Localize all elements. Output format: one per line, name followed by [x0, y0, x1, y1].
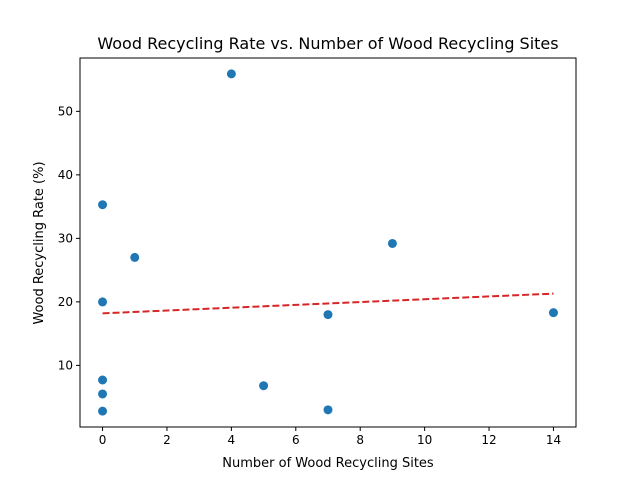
y-tick-label: 30 — [58, 231, 73, 245]
scatter-point — [98, 389, 108, 399]
scatter-point — [548, 308, 558, 318]
scatter-point — [259, 381, 269, 391]
trendline-group — [102, 292, 554, 315]
x-tick-label: 4 — [228, 433, 236, 447]
scatter-point — [226, 69, 236, 79]
scatter-point — [98, 297, 108, 307]
scatter-point — [98, 406, 108, 416]
plot-frame — [79, 57, 577, 428]
x-tick-label: 0 — [99, 433, 107, 447]
axis-ticks: 0 2 4 6 8 10 12 14 10 20 30 40 50 — [58, 104, 561, 447]
x-tick-label: 10 — [417, 433, 432, 447]
x-tick-label: 14 — [546, 433, 561, 447]
chart-title: Wood Recycling Rate vs. Number of Wood R… — [97, 34, 558, 53]
x-tick-label: 6 — [292, 433, 300, 447]
x-axis-label: Number of Wood Recycling Sites — [222, 456, 434, 471]
y-tick-label: 50 — [58, 104, 73, 118]
scatter-point — [130, 252, 140, 262]
scatter-point — [387, 238, 397, 248]
scatter-point — [98, 375, 108, 385]
x-tick-label: 2 — [163, 433, 171, 447]
x-tick-label: 8 — [356, 433, 364, 447]
y-tick-label: 20 — [58, 295, 73, 309]
y-tick-label: 40 — [58, 168, 73, 182]
scatter-series — [98, 69, 558, 416]
y-axis-label: Wood Recycling Rate (%) — [32, 161, 47, 324]
x-tick-label: 12 — [481, 433, 496, 447]
trendline — [102, 292, 554, 315]
y-tick-label: 10 — [58, 358, 73, 372]
scatter-point — [323, 310, 333, 320]
scatter-point — [323, 405, 333, 415]
scatter-point — [98, 200, 108, 210]
